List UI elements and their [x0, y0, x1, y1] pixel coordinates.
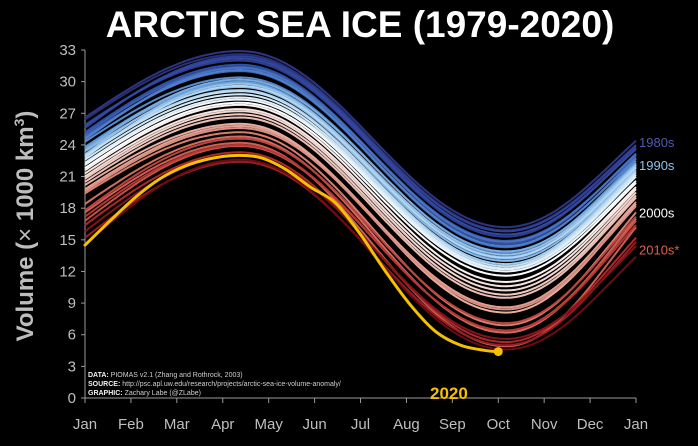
y-tick-label: 33	[59, 42, 76, 59]
legend-label-2010s: 2010s*	[639, 242, 679, 257]
data-credit-text: PIOMAS v2.1 (Zhang and Rothrock, 2003)	[109, 372, 243, 379]
x-tick-label: Dec	[577, 416, 604, 433]
series-layer	[84, 50, 637, 351]
latest-point-marker	[493, 347, 503, 357]
series-line-1987	[84, 66, 637, 243]
x-tick-label: Apr	[211, 416, 234, 433]
series-line-2006	[84, 116, 637, 299]
y-label-times: ×	[12, 228, 39, 242]
y-tick-label: 12	[59, 263, 76, 280]
x-tick-label: Jul	[351, 416, 370, 433]
graphic-credit-label: GRAPHIC:	[88, 390, 123, 397]
x-tick-label: Oct	[487, 416, 511, 433]
series-line-1994	[84, 82, 637, 256]
y-tick-label: 18	[59, 200, 76, 217]
svg-text:Volume (× 1000 km3): Volume (× 1000 km3)	[11, 111, 39, 342]
source-credit-label: SOURCE:	[88, 381, 120, 388]
y-tick-label: 21	[59, 169, 76, 186]
legend-label-1980s: 1980s	[639, 135, 675, 150]
x-tick-label: Feb	[118, 416, 144, 433]
series-line-1996	[84, 84, 637, 259]
series-line-2010	[84, 131, 637, 327]
series-line-1992	[84, 78, 637, 253]
x-tick-label: Sep	[439, 416, 466, 433]
series-line-1988	[84, 69, 637, 248]
series-line-1998	[84, 93, 637, 270]
y-tick-label: 27	[59, 105, 76, 122]
series-line-1997	[84, 90, 637, 268]
series-line-2004	[84, 110, 637, 292]
x-tick-label: Nov	[531, 416, 558, 433]
y-tick-label: 9	[68, 295, 76, 312]
chart-title: ARCTIC SEA ICE (1979-2020)	[106, 4, 615, 45]
annotation-2020: 2020	[430, 384, 468, 403]
series-line-2015	[84, 143, 637, 332]
series-line-2014	[84, 137, 637, 325]
data-credit-label: DATA:	[88, 372, 109, 379]
x-tick-label: May	[254, 416, 283, 433]
series-line-1980	[84, 50, 637, 229]
graphic-credit: GRAPHIC: Zachary Labe (@ZLabe)	[88, 390, 201, 397]
legend-label-2000s: 2000s	[639, 205, 675, 220]
y-tick-label: 3	[68, 358, 76, 375]
x-tick-label: Aug	[393, 416, 420, 433]
series-line-2000	[84, 98, 637, 273]
x-tick-label: Jan	[73, 416, 97, 433]
y-label-prefix: Volume (	[12, 242, 39, 342]
series-line-2003	[84, 108, 637, 288]
series-line-1982	[84, 55, 637, 233]
y-tick-label: 15	[59, 232, 76, 249]
series-line-1983	[84, 57, 637, 236]
highlight-layer: 2020	[83, 153, 503, 403]
legend-label-1990s: 1990s	[639, 158, 675, 173]
legend: 1980s 1990s 2000s 2010s*	[639, 135, 679, 258]
series-line-2001	[84, 101, 637, 277]
y-label-mid: 1000 km	[12, 126, 39, 227]
series-line-2008	[84, 124, 637, 309]
y-tick-label: 30	[59, 74, 76, 91]
x-tick-label: Jan	[624, 416, 648, 433]
series-line-1999	[84, 96, 637, 271]
y-tick-label: 24	[59, 137, 76, 154]
x-tick-label: Jun	[302, 416, 326, 433]
source-credit: SOURCE: http://psc.apl.uw.edu/research/p…	[88, 381, 341, 388]
y-tick-label: 0	[68, 390, 76, 407]
series-line-2002	[84, 103, 637, 283]
y-tick-label: 6	[68, 327, 76, 344]
data-credit: DATA: PIOMAS v2.1 (Zhang and Rothrock, 2…	[88, 372, 243, 379]
x-tick-label: Mar	[164, 416, 190, 433]
series-line-1981	[84, 59, 637, 238]
source-credits: DATA: PIOMAS v2.1 (Zhang and Rothrock, 2…	[88, 372, 341, 397]
axes: 0 3 6 9 12 15 18 21 24 27 30 33 Jan Feb Mar Apr May Jun Ju…	[59, 42, 648, 433]
y-axis-label: Volume (× 1000 km3)	[11, 111, 39, 342]
graphic-credit-text: Zachary Labe (@ZLabe)	[123, 390, 201, 397]
series-line-2020	[83, 153, 500, 354]
source-credit-text: http://psc.apl.uw.edu/research/projects/…	[120, 381, 341, 388]
series-line-2005	[84, 113, 637, 296]
y-label-sup: 3	[11, 118, 27, 126]
series-line-2009	[84, 127, 637, 311]
y-label-suffix: )	[12, 111, 39, 119]
series-line-2019	[84, 158, 637, 351]
